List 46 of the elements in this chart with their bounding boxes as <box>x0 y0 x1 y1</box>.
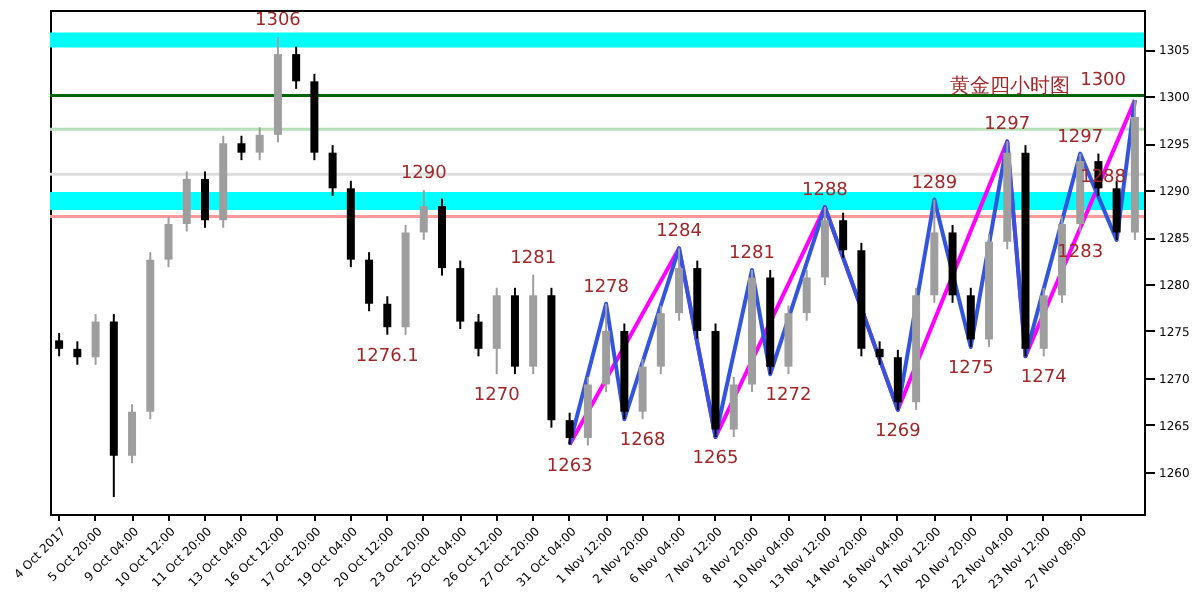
candlestick <box>237 134 246 162</box>
candlestick <box>365 251 374 313</box>
candlestick <box>128 403 137 465</box>
candlestick <box>638 358 647 421</box>
annotation: 1270 <box>473 386 521 407</box>
annotation: 1265 <box>692 449 739 470</box>
candlestick <box>55 331 64 358</box>
annotation: 1263 <box>546 456 593 477</box>
candlestick <box>966 286 975 348</box>
candlestick <box>328 144 337 197</box>
annotation: 1289 <box>911 173 958 194</box>
candlestick <box>73 340 82 366</box>
annotation: 1268 <box>619 431 667 452</box>
annotation: 1281 <box>510 248 557 269</box>
candlestick <box>91 313 100 366</box>
line-series <box>567 98 1137 447</box>
annotation: 1297 <box>984 115 1031 136</box>
annotation: 1290 <box>400 164 448 185</box>
candlestick <box>182 170 191 233</box>
candlestick <box>802 268 811 322</box>
annotation: 1284 <box>656 222 703 243</box>
candlestick <box>839 211 848 259</box>
candlestick <box>164 215 173 269</box>
candlestick <box>292 45 301 90</box>
annotation: 1269 <box>874 421 922 442</box>
candlestick <box>474 313 483 358</box>
candlestick <box>419 189 428 241</box>
annotation: 1297 <box>1057 127 1104 148</box>
candlestick <box>383 295 392 336</box>
candlestick <box>875 340 884 366</box>
annotation: 1281 <box>729 243 775 264</box>
annotation: 1306 <box>255 11 302 32</box>
candlestick <box>675 247 684 322</box>
candlestick <box>255 126 264 162</box>
annotation: 1272 <box>765 386 812 407</box>
annotation: 黄金四小时图 <box>950 74 1070 98</box>
candlestick <box>729 375 738 439</box>
annotation: 1274 <box>1020 368 1068 389</box>
candlestick <box>1112 179 1121 241</box>
candlestick <box>200 170 209 229</box>
annotation: 1275 <box>947 358 994 379</box>
annotation: 1300 <box>1080 71 1127 92</box>
candlestick <box>565 411 574 446</box>
candlestick <box>893 348 902 411</box>
annotation: 1278 <box>583 277 630 298</box>
annotation: 1276.1 <box>355 346 419 367</box>
